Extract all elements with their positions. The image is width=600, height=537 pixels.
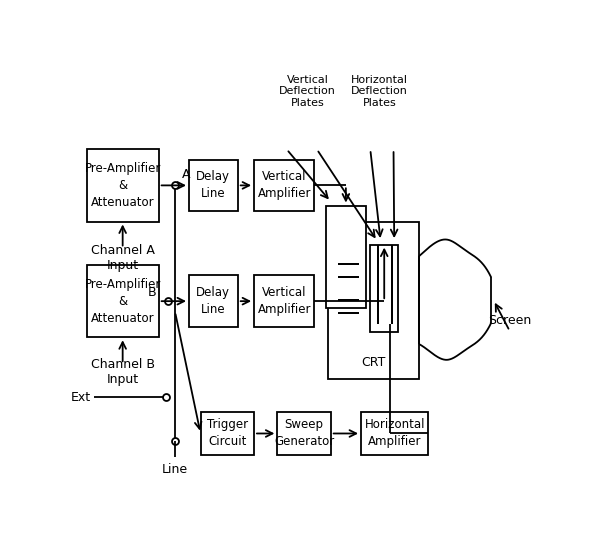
Text: B: B bbox=[148, 286, 157, 299]
Text: Screen: Screen bbox=[488, 314, 532, 328]
Text: Pre-Amplifier
&
Attenuator: Pre-Amplifier & Attenuator bbox=[85, 278, 161, 325]
Text: Sweep
Generator: Sweep Generator bbox=[274, 418, 334, 448]
Bar bbox=[328, 222, 419, 379]
Bar bbox=[86, 265, 158, 337]
Text: Ext: Ext bbox=[71, 391, 91, 404]
Text: Line: Line bbox=[162, 463, 188, 476]
Text: Vertical
Amplifier: Vertical Amplifier bbox=[257, 170, 311, 200]
Text: Channel A
Input: Channel A Input bbox=[91, 244, 155, 272]
Bar bbox=[254, 275, 314, 327]
Text: Trigger
Circuit: Trigger Circuit bbox=[207, 418, 248, 448]
Bar bbox=[277, 412, 331, 455]
Bar bbox=[189, 159, 238, 211]
Text: A: A bbox=[182, 168, 190, 182]
Bar bbox=[361, 412, 428, 455]
Text: Vertical
Amplifier: Vertical Amplifier bbox=[257, 286, 311, 316]
Text: Vertical
Deflection
Plates: Vertical Deflection Plates bbox=[279, 75, 336, 108]
Text: Horizontal
Deflection
Plates: Horizontal Deflection Plates bbox=[351, 75, 408, 108]
Bar bbox=[189, 275, 238, 327]
Text: Delay
Line: Delay Line bbox=[196, 286, 230, 316]
Text: Pre-Amplifier
&
Attenuator: Pre-Amplifier & Attenuator bbox=[85, 162, 161, 209]
Bar bbox=[86, 149, 158, 222]
Bar bbox=[200, 412, 254, 455]
Bar bbox=[254, 159, 314, 211]
Text: Horizontal
Amplifier: Horizontal Amplifier bbox=[364, 418, 425, 448]
Text: Channel B
Input: Channel B Input bbox=[91, 358, 155, 386]
Text: CRT: CRT bbox=[362, 355, 386, 369]
Bar bbox=[370, 245, 398, 331]
Text: Delay
Line: Delay Line bbox=[196, 170, 230, 200]
Bar bbox=[326, 206, 365, 308]
